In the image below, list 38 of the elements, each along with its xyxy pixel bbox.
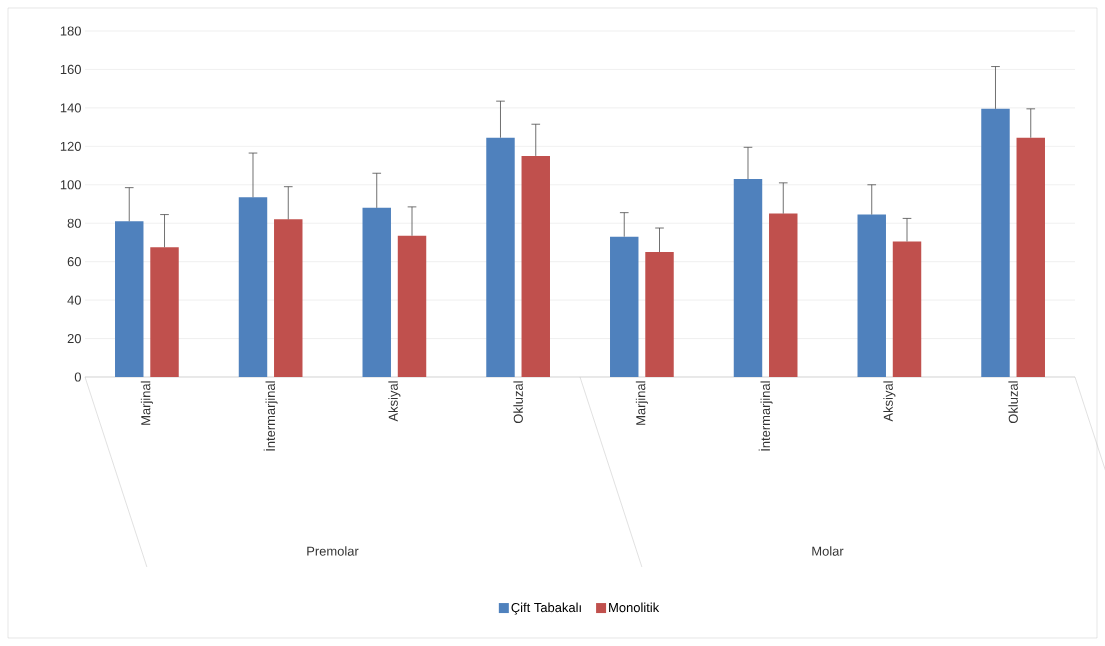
- x-tick-label: Aksiyal: [883, 381, 896, 422]
- x-tick-label: Marjinal: [635, 381, 648, 425]
- y-tick-label: 140: [60, 103, 81, 113]
- y-tick-label: 80: [67, 218, 81, 228]
- y-tick-label: 100: [60, 180, 81, 190]
- x-tick-label: Okluzal: [513, 381, 523, 424]
- x-tick-label: Aksiyal: [388, 381, 401, 422]
- bar: [857, 214, 886, 377]
- bar: [115, 221, 144, 377]
- text: Premolar: [307, 546, 359, 556]
- bar: [1016, 137, 1045, 377]
- text: Molar: [812, 546, 844, 556]
- bar: [486, 137, 515, 377]
- bar: [521, 155, 550, 377]
- bar: [769, 213, 798, 377]
- y-tick-label: 60: [67, 257, 81, 267]
- y-tick-label: 160: [60, 64, 81, 75]
- bar: [150, 247, 179, 377]
- x-tick-label: Okluzal: [1008, 381, 1018, 424]
- y-tick-label: 20: [67, 333, 81, 344]
- x-tick-label: Marjinal: [140, 381, 153, 425]
- bar: [892, 241, 922, 377]
- bar: [981, 108, 1010, 377]
- y-tick-label: 40: [67, 295, 81, 305]
- bar: [645, 252, 674, 377]
- bar: [238, 197, 268, 377]
- legend-label: Monolitik: [609, 602, 660, 613]
- bar: [733, 179, 763, 377]
- bar: [397, 235, 427, 377]
- x-tick-label: İntermarjinal: [758, 381, 773, 451]
- y-tick-label: 0: [74, 372, 81, 382]
- x-tick-label: İntermarjinal: [263, 381, 278, 451]
- y-tick-label: 120: [60, 141, 81, 151]
- bar: [362, 207, 391, 377]
- y-tick-label: 180: [60, 26, 81, 36]
- legend-label: Çift Tabakalı: [511, 602, 581, 615]
- bar: [610, 236, 639, 377]
- bar: [274, 219, 303, 377]
